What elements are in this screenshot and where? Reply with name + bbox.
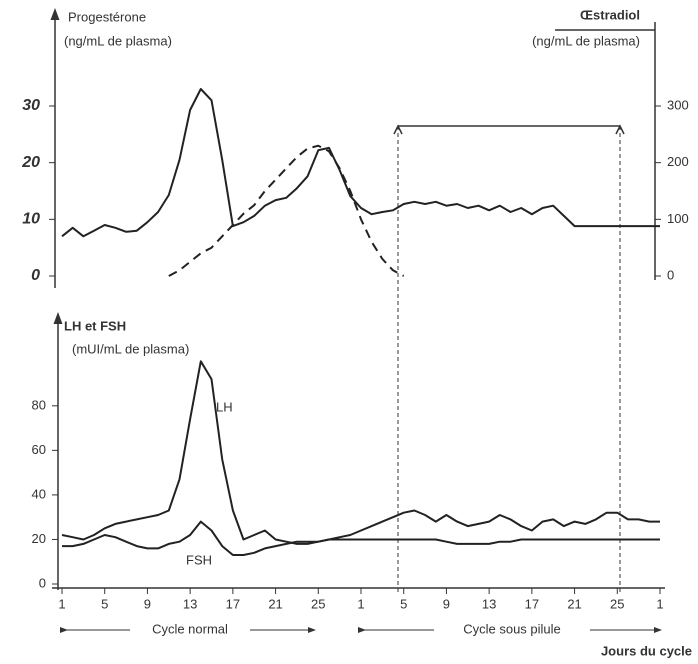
y-tick-label: 80 — [32, 397, 46, 412]
y-tick-label: 10 — [22, 211, 40, 228]
y2-tick-label: 100 — [667, 211, 689, 226]
y2-tick-label: 200 — [667, 154, 689, 169]
annotation: FSH — [186, 552, 212, 567]
x-tick-label: 1 — [357, 596, 364, 611]
y2-axis-label: (ng/mL de plasma) — [532, 33, 640, 48]
x-tick-label: 17 — [525, 596, 539, 611]
annotation: Cycle sous pilule — [463, 621, 561, 636]
y2-tick-label: 0 — [667, 267, 674, 282]
x-tick-label: 1 — [58, 596, 65, 611]
y-tick-label: 20 — [21, 154, 40, 171]
annotation: Cycle normal — [152, 621, 228, 636]
y-axis-label: (ng/mL de plasma) — [64, 33, 172, 48]
series-line — [61, 360, 660, 545]
x-tick-label: 1 — [656, 596, 663, 611]
series-line — [61, 88, 660, 238]
series-line — [62, 520, 660, 556]
y-axis-label: Progestérone — [68, 9, 146, 24]
x-axis-label: Jours du cycle — [601, 643, 692, 658]
annotation: LH — [216, 399, 233, 414]
bracket-arrows — [393, 124, 625, 135]
x-tick-label: 5 — [101, 596, 108, 611]
y-tick-label: 60 — [32, 442, 46, 457]
x-tick-label: 21 — [268, 596, 282, 611]
series-line — [168, 144, 405, 277]
y-tick-label: 30 — [22, 97, 40, 114]
x-tick-label: 5 — [400, 596, 407, 611]
x-tick-label: 13 — [482, 596, 496, 611]
y2-axis-label: Œstradiol — [580, 7, 640, 22]
y-tick-label: 40 — [32, 486, 46, 501]
x-tick-label: 13 — [183, 596, 197, 611]
y-tick-label: 20 — [32, 531, 46, 546]
x-tick-label: 9 — [144, 596, 151, 611]
y-axis-label: (mUI/mL de plasma) — [72, 341, 189, 356]
y-tick-label: 0 — [39, 575, 46, 590]
y2-tick-label: 300 — [667, 97, 689, 112]
y-tick-label: 0 — [31, 267, 40, 284]
x-tick-label: 25 — [610, 596, 624, 611]
x-tick-label: 9 — [443, 596, 450, 611]
x-tick-label: 21 — [567, 596, 581, 611]
y-axis-label: LH et FSH — [64, 318, 126, 333]
x-tick-label: 25 — [311, 596, 325, 611]
x-tick-label: 17 — [226, 596, 240, 611]
